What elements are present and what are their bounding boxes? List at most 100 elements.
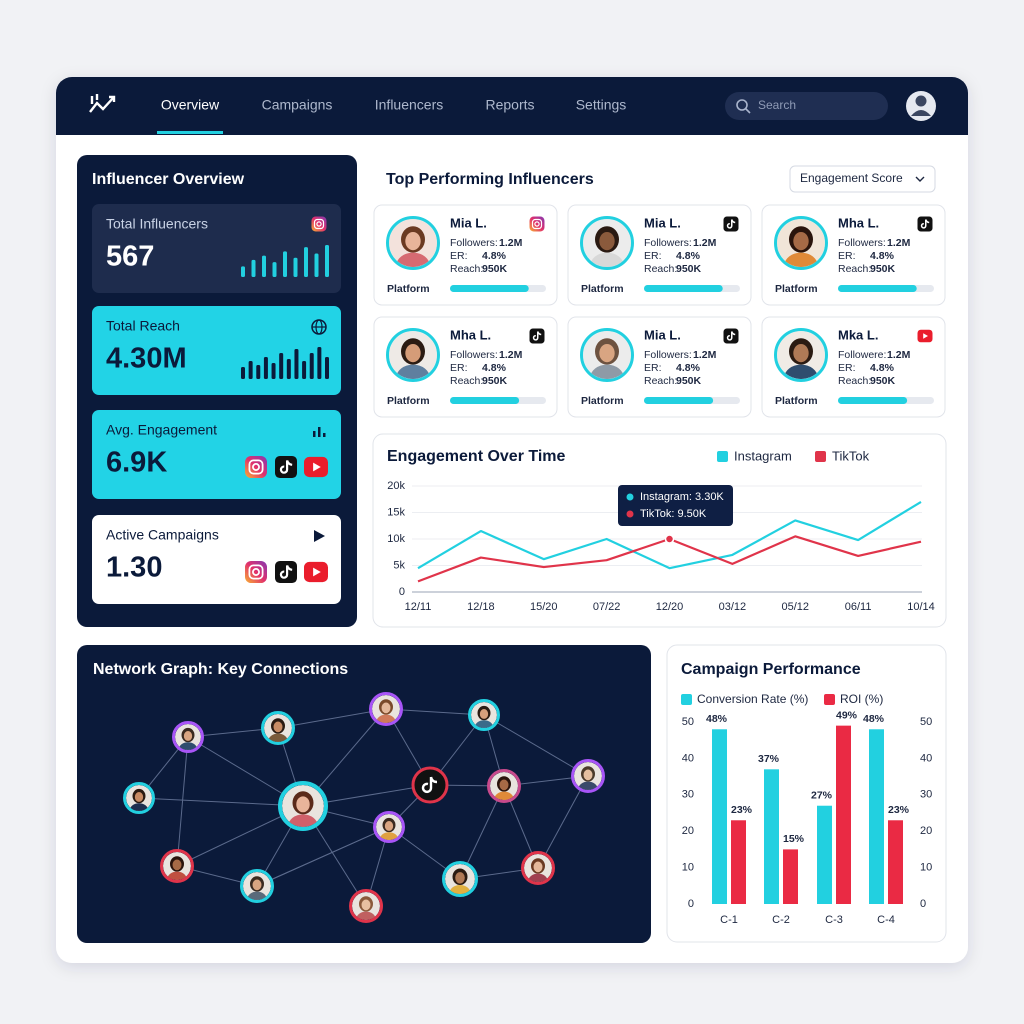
avatar-face <box>455 872 465 884</box>
stat-value: 1.30 <box>106 552 162 584</box>
avatar-ring <box>278 781 328 831</box>
panel-title: Influencer Overview <box>92 171 245 188</box>
y-tick-label: 20 <box>682 825 694 837</box>
avatar-ring <box>349 889 383 923</box>
progress-fill <box>644 397 714 404</box>
avatar <box>524 854 552 882</box>
avatar-ring <box>240 869 274 903</box>
progress-label: Platform <box>775 395 818 407</box>
campaign-panel <box>666 644 947 943</box>
avatar-ring <box>369 692 403 726</box>
tooltip-dot <box>626 493 634 501</box>
tooltip-text: Instagram: 3.30K <box>640 491 724 503</box>
avatar-body <box>356 911 376 920</box>
y-tick-label: 20k <box>387 480 405 492</box>
avatar-body <box>167 871 187 880</box>
value-label: 23% <box>888 804 910 816</box>
sparkline-bar <box>251 259 256 277</box>
avatar <box>376 814 402 840</box>
avatar-body <box>590 252 624 267</box>
y2-tick-label: 40 <box>920 752 932 764</box>
avatar-body <box>474 720 494 728</box>
tooltip-dot <box>626 510 634 518</box>
youtube-icon <box>313 567 321 577</box>
avatar-face <box>172 859 182 871</box>
stat-label: Total Influencers <box>106 216 208 232</box>
avatar <box>352 892 380 920</box>
avatar-ring <box>580 328 634 382</box>
search-box[interactable] <box>725 92 888 120</box>
metric-label: Followers: <box>450 349 498 361</box>
metric-value: 950K <box>676 375 702 387</box>
avatar-body <box>528 873 548 882</box>
network-edge <box>483 714 589 777</box>
avatar <box>583 331 631 379</box>
progress-label: Platform <box>387 283 430 295</box>
x-tick-label: C-2 <box>772 914 790 926</box>
nav-item[interactable]: Campaigns <box>262 97 333 113</box>
avatar-ring <box>571 759 605 793</box>
value-label: 49% <box>836 709 858 721</box>
nav-item[interactable]: Reports <box>485 97 534 113</box>
chart-title: Campaign Performance <box>681 661 861 678</box>
metric-label: ER: <box>644 250 662 262</box>
tiktok-icon <box>279 565 293 579</box>
x-tick-label: 12/20 <box>656 601 684 613</box>
legend-label: Conversion Rate (%) <box>697 692 808 706</box>
instagram-icon <box>245 561 267 583</box>
metric-value: 4.8% <box>870 362 895 374</box>
x-tick-label: 05/12 <box>781 601 809 613</box>
avatar <box>445 864 475 894</box>
avatar-face <box>499 779 509 791</box>
avatar-face <box>405 231 421 251</box>
legend-label: Instagram <box>734 448 792 463</box>
metric-value: 950K <box>482 263 508 275</box>
youtube-icon <box>313 462 321 472</box>
avatar <box>777 219 825 267</box>
metric-value: 1.2M <box>887 349 911 361</box>
avatar-ring <box>468 699 500 731</box>
value-label: 27% <box>811 790 833 802</box>
logo[interactable] <box>89 94 116 113</box>
sort-dropdown[interactable] <box>789 165 936 193</box>
sparkline-bar <box>286 359 291 379</box>
bar <box>869 729 884 904</box>
avatar-ring <box>172 721 204 753</box>
instagram-icon <box>529 216 545 232</box>
bar <box>712 729 727 904</box>
bar <box>731 820 746 904</box>
avatar-face <box>599 343 615 363</box>
influencer-name: Mia L. <box>644 215 681 230</box>
avatar-ring <box>487 769 521 803</box>
avatar-face <box>533 861 543 873</box>
y-tick-label: 50 <box>682 716 694 728</box>
avatar-body <box>288 814 318 827</box>
network-panel <box>77 645 651 943</box>
legend-swatch <box>815 451 826 462</box>
nav-item[interactable]: Influencers <box>375 97 443 113</box>
progress-fill <box>450 397 520 404</box>
avatar-body <box>578 781 598 790</box>
avatar-face <box>381 702 391 714</box>
metric-value: 1.2M <box>693 237 717 249</box>
avatar-body <box>449 885 471 894</box>
avatar-body <box>379 832 399 840</box>
sparkline-bar <box>304 247 308 277</box>
avatar <box>372 695 400 723</box>
instagram-icon <box>248 564 264 580</box>
avatar-face <box>273 721 283 733</box>
bar-icon <box>323 433 326 437</box>
line-series <box>417 500 922 570</box>
nav-item[interactable]: Settings <box>576 97 627 113</box>
x-tick-label: C-3 <box>825 914 843 926</box>
tiktok-icon <box>920 219 930 229</box>
nav-item[interactable]: Overview <box>161 97 220 113</box>
metric-label: ER: <box>450 362 468 374</box>
sparkline-bar <box>262 255 266 277</box>
metric-label: Followers: <box>644 237 692 249</box>
avatar <box>471 702 497 728</box>
x-tick-label: 15/20 <box>530 601 558 613</box>
x-tick-label: C-1 <box>720 914 738 926</box>
youtube-icon <box>923 333 928 339</box>
